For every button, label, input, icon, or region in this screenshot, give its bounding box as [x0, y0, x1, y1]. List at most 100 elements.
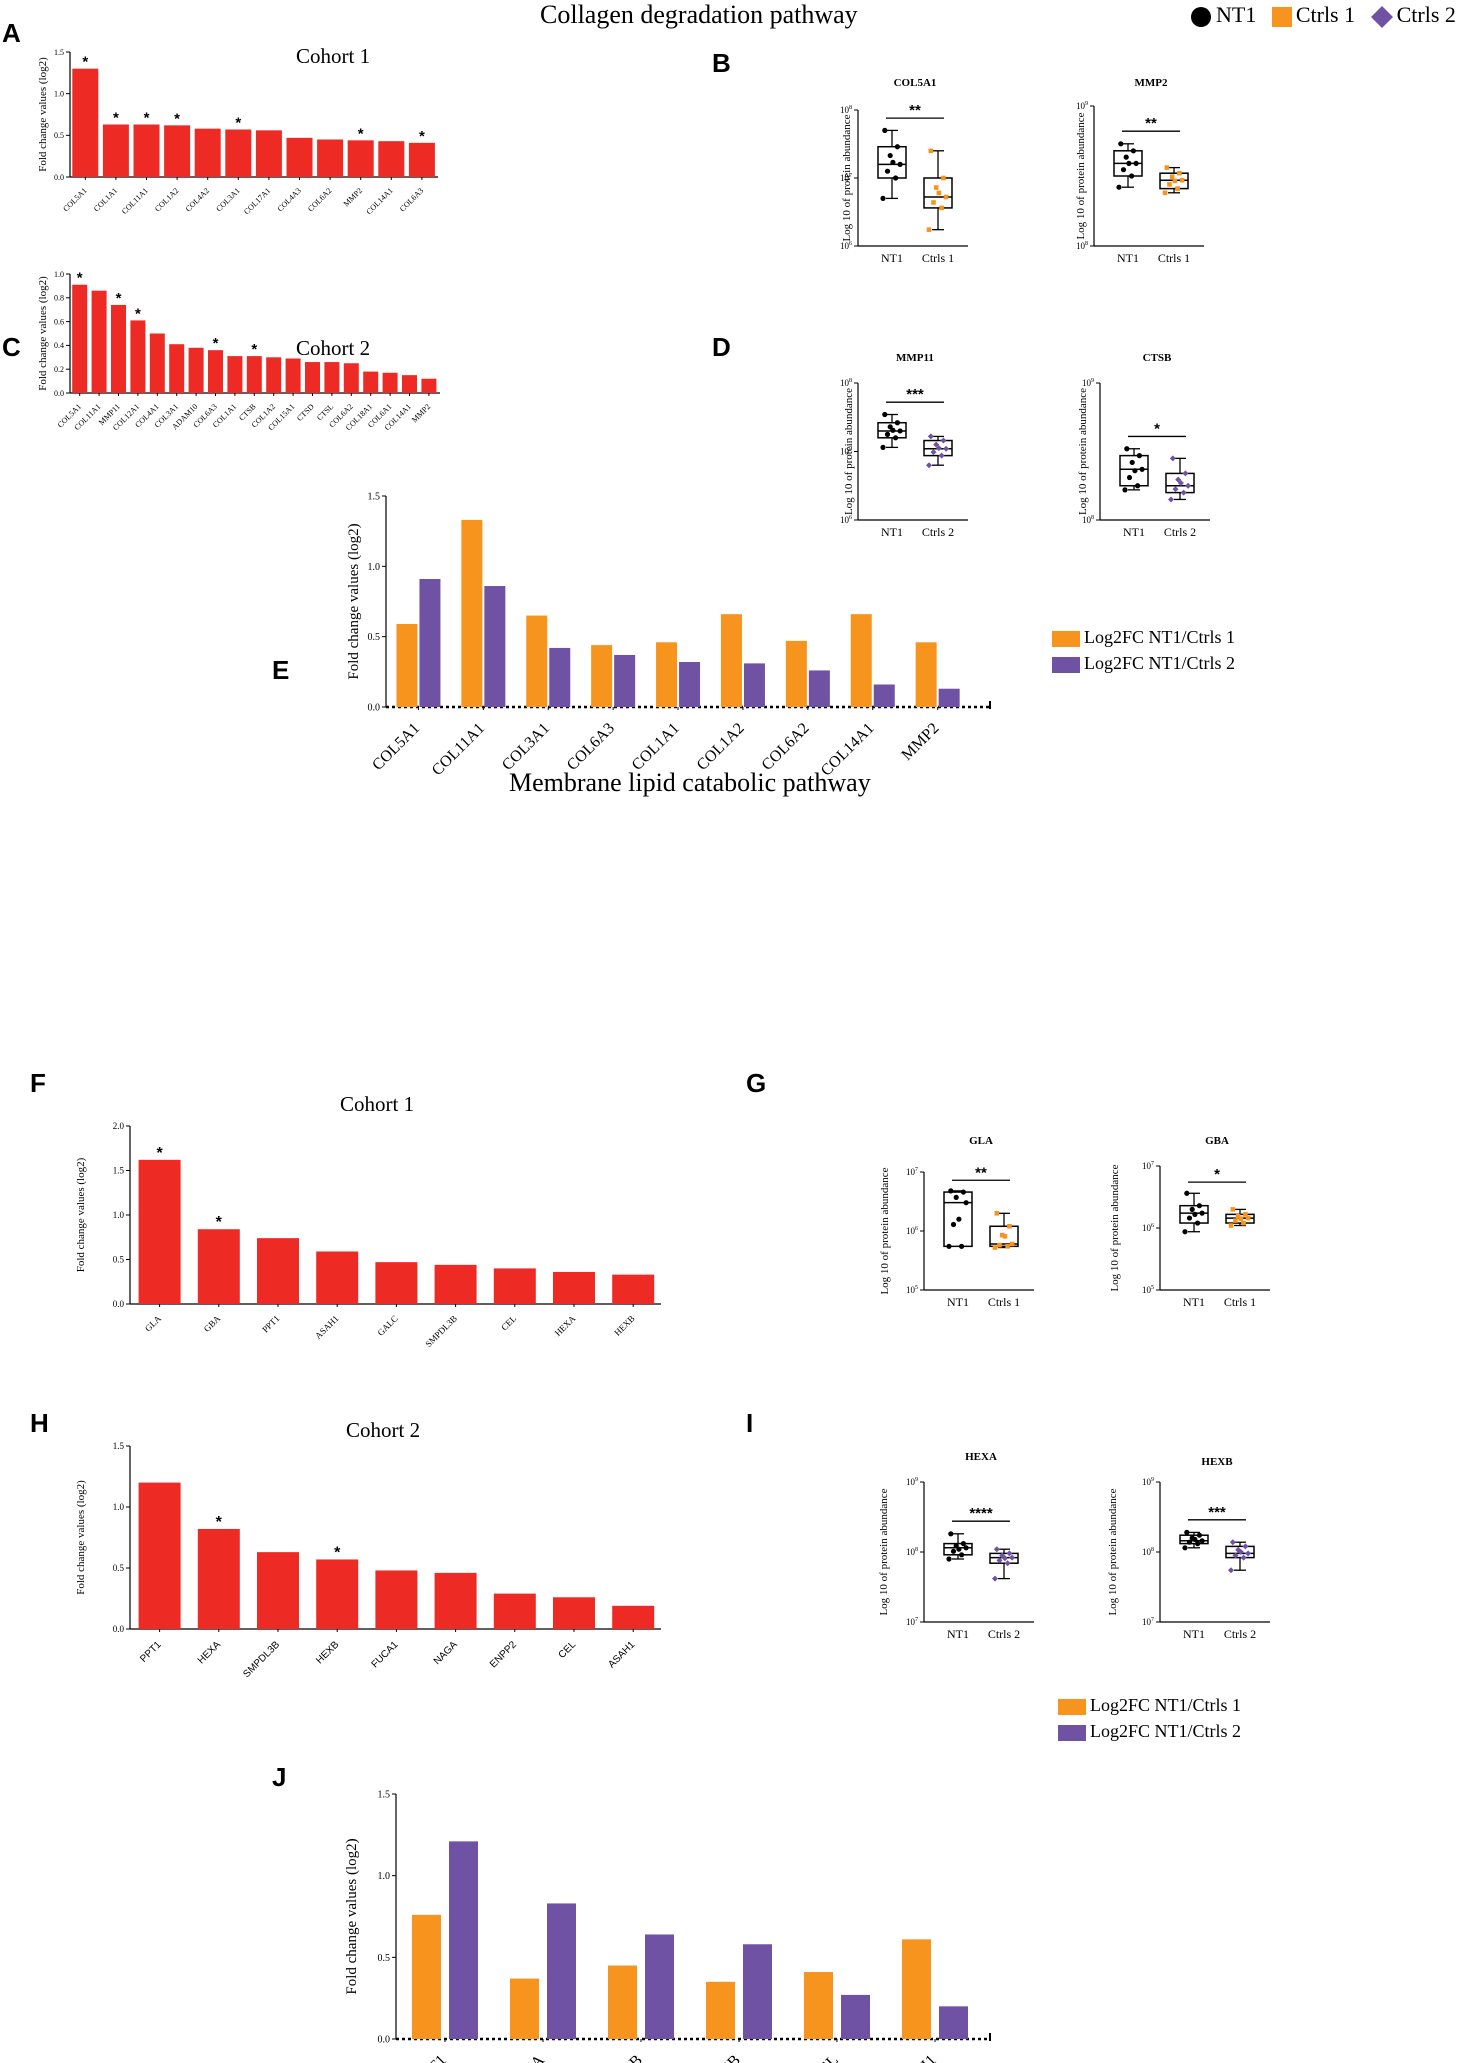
y-tick-label: 106: [840, 241, 852, 251]
y-tick-label: 106: [906, 1226, 918, 1236]
data-point: [1005, 1244, 1010, 1249]
data-point: [1169, 174, 1175, 179]
data-point: [1168, 496, 1174, 503]
bar-chart-a: 0.0 0.5 1.0 1.5 Fold change values (log2) * CO…: [37, 48, 438, 216]
data-point: [897, 428, 903, 434]
data-point: [1189, 1206, 1195, 1212]
data-point: [939, 205, 944, 211]
significance-stars: ****: [969, 1505, 993, 1522]
data-point: [1185, 482, 1192, 489]
y-tick-label: 0.0: [113, 1624, 125, 1634]
bar-mmp2-s2: [938, 688, 960, 707]
y-tick-label: 0.5: [113, 1563, 125, 1573]
data-point: [953, 1194, 959, 1200]
bar-col5a1-s1: [396, 624, 418, 707]
bar-col6a3: [408, 142, 435, 177]
bar-hexa: [553, 1271, 595, 1304]
x-label-ppt1: PPT1: [413, 2052, 450, 2063]
data-point: [1132, 468, 1138, 474]
y-tick-label: 0.0: [54, 389, 64, 398]
y-tick-label: 0.0: [378, 2035, 391, 2046]
y-tick-label: 1.5: [113, 1441, 125, 1451]
y-tick-label: 106: [840, 515, 852, 525]
data-point: [931, 200, 936, 205]
bar-adam10: [188, 347, 204, 393]
bar-gla: [138, 1159, 181, 1304]
x-label-fuca1: FUCA1: [370, 1639, 401, 1670]
y-axis-label: Log 10 of protein abundance: [841, 114, 853, 241]
bar-smpdl3b-s2: [645, 1934, 674, 2039]
data-point: [1126, 474, 1133, 481]
data-point: [992, 1575, 998, 1582]
data-point: [948, 1188, 954, 1194]
data-point: [1196, 1532, 1202, 1538]
x-label-cel: CEL: [808, 2052, 841, 2063]
data-point: [959, 1243, 965, 1249]
bar-hexb: [316, 1559, 359, 1629]
data-point: [956, 1216, 962, 1222]
group-label: NT1: [1117, 251, 1139, 265]
bar-col15a1: [285, 358, 301, 393]
protein-title: MMP11: [896, 352, 934, 364]
data-point: [1123, 154, 1129, 160]
data-point: [940, 437, 947, 444]
bar-cel: [553, 1597, 595, 1629]
bar-col14a1: [402, 375, 417, 393]
data-point: [936, 190, 942, 196]
data-point: [928, 148, 934, 154]
y-tick-label: 0.5: [378, 1953, 391, 1964]
y-tick-label: 0.4: [54, 341, 64, 350]
x-label-col1a2: COL1A2: [153, 186, 180, 213]
lipid-section-title: Membrane lipid catabolic pathway: [509, 768, 871, 797]
y-axis-label: Log 10 of protein abundance: [843, 388, 855, 515]
protein-title: HEXB: [1201, 1456, 1233, 1468]
bar-ppt1: [257, 1238, 299, 1304]
legend-e-label-2: Log2FC NT1/Ctrls 2: [1084, 653, 1236, 673]
y-tick-label: 108: [1076, 241, 1088, 251]
star-col11a1: *: [144, 110, 150, 127]
cohort-title-f: Cohort 1: [340, 1092, 415, 1116]
data-point: [1238, 1216, 1244, 1221]
data-point: [894, 144, 901, 150]
star-gla: *: [156, 1145, 163, 1162]
bar-chart-j: 0.0 0.5 1.0 1.5 Fold change values (log2) PPT…: [344, 1790, 991, 2063]
group-label: Ctrls 2: [1224, 1627, 1256, 1641]
data-point: [1122, 487, 1128, 493]
x-label-col1a2: COL1A2: [694, 720, 748, 774]
y-tick-label: 107: [1142, 1617, 1154, 1627]
collagen-section-title: Collagen degradation pathway: [540, 0, 858, 29]
panel-letter-e: E: [272, 655, 290, 685]
data-point: [1245, 1550, 1252, 1557]
data-point: [1229, 1539, 1236, 1546]
data-point: [956, 1546, 962, 1552]
y-tick-label: 0.5: [113, 1255, 125, 1265]
data-point: [1177, 480, 1184, 487]
protein-title: COL5A1: [894, 77, 937, 89]
y-tick-label: 1.0: [368, 562, 381, 573]
y-tick-label: 1.0: [54, 270, 64, 279]
data-point: [950, 1221, 957, 1228]
data-point: [1199, 1210, 1205, 1216]
y-axis-label: Fold change values (log2): [75, 1157, 87, 1272]
bar-col14a1-s2: [873, 684, 895, 707]
bar-col4a1: [149, 333, 165, 393]
protein-title: HEXA: [965, 1451, 997, 1463]
data-point: [1175, 476, 1182, 483]
data-point: [1182, 1545, 1188, 1551]
data-point: [1007, 1223, 1012, 1229]
group-label: NT1: [881, 251, 903, 265]
data-point: [946, 1556, 952, 1562]
star-hexa: *: [216, 1514, 223, 1531]
data-point: [1162, 190, 1168, 196]
y-tick-label: 107: [906, 1617, 918, 1627]
bar-col11a1: [91, 290, 107, 393]
x-label-enpp2: ENPP2: [488, 1639, 519, 1670]
panel-letter-f: F: [30, 1068, 46, 1098]
boxplot-hexa: 107 108 109 Log 10 of protein abundance HEXA…: [878, 1451, 1034, 1641]
x-label-ppt1: PPT1: [260, 1313, 281, 1334]
bar-cel: [493, 1268, 536, 1304]
star-col5a1: *: [77, 270, 83, 287]
y-tick-label: 0.6: [54, 317, 64, 326]
